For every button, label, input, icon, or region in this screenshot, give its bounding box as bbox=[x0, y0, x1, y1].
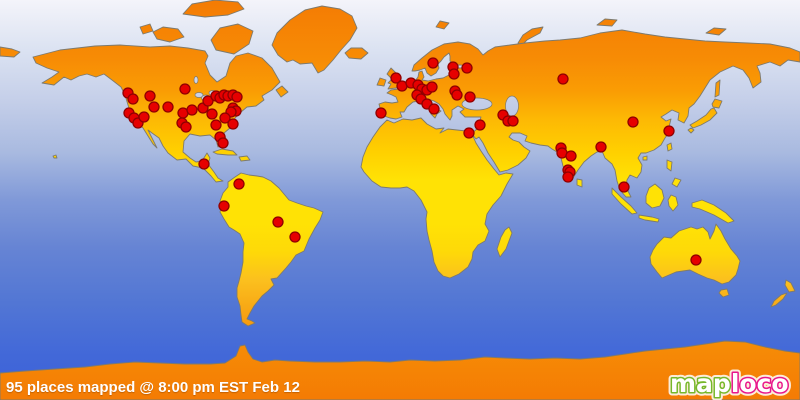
place-marker bbox=[463, 127, 475, 139]
landmass-new-siberian-islands bbox=[705, 27, 727, 36]
landmass-victoria-island bbox=[152, 26, 185, 43]
landmass-tasmania bbox=[718, 288, 730, 298]
landmass-svalbard bbox=[435, 20, 450, 30]
place-marker bbox=[179, 83, 191, 95]
landmass-kyushu bbox=[687, 127, 695, 134]
place-marker bbox=[217, 137, 229, 149]
landmass-australia bbox=[649, 223, 741, 285]
place-marker bbox=[562, 171, 574, 183]
landmass-antarctica bbox=[0, 340, 800, 400]
place-marker bbox=[219, 112, 231, 124]
landmass-cuba bbox=[212, 148, 238, 156]
landmass-sumatra bbox=[611, 187, 638, 215]
place-marker bbox=[289, 231, 301, 243]
landmass-newfoundland bbox=[275, 85, 289, 98]
landmass-south-america bbox=[219, 172, 324, 327]
landmass-madagascar bbox=[496, 226, 513, 258]
place-marker bbox=[218, 200, 230, 212]
place-marker bbox=[451, 89, 463, 101]
place-marker bbox=[231, 91, 243, 103]
maploco-logo[interactable]: maploco maploco bbox=[666, 366, 796, 400]
landmass-luzon bbox=[666, 159, 673, 172]
place-marker bbox=[186, 104, 198, 116]
landmass-banks-island bbox=[139, 23, 154, 35]
place-marker bbox=[144, 90, 156, 102]
place-marker bbox=[375, 107, 387, 119]
landmass-iceland bbox=[344, 47, 369, 60]
place-marker bbox=[206, 108, 218, 120]
status-bar: 95 places mapped @ 8:00 pm EST Feb 12 bbox=[6, 379, 300, 396]
place-marker bbox=[426, 81, 438, 93]
markers-layer bbox=[122, 57, 702, 266]
place-marker bbox=[663, 125, 675, 137]
place-marker bbox=[233, 178, 245, 190]
landmass-sri-lanka bbox=[576, 178, 583, 188]
landmass-new-zealand-south bbox=[770, 292, 788, 308]
place-marker bbox=[507, 115, 519, 127]
place-marker bbox=[227, 118, 239, 130]
place-marker bbox=[127, 93, 139, 105]
place-marker bbox=[464, 91, 476, 103]
place-marker bbox=[557, 73, 569, 85]
place-marker bbox=[148, 101, 160, 113]
logo-part-loco: loco bbox=[731, 369, 789, 398]
place-marker bbox=[428, 103, 440, 115]
place-marker bbox=[627, 116, 639, 128]
landmass-sakhalin bbox=[714, 79, 721, 98]
landmass-java bbox=[638, 214, 660, 223]
landmass-new-guinea bbox=[691, 199, 735, 224]
place-marker bbox=[618, 181, 630, 193]
logo-part-map: map bbox=[670, 369, 731, 398]
place-marker bbox=[272, 216, 284, 228]
maploco-logo-halo: maploco bbox=[670, 369, 789, 398]
landmass-hainan bbox=[642, 155, 648, 161]
place-marker bbox=[210, 119, 222, 131]
maploco-logo-text: maploco bbox=[670, 369, 789, 398]
landmass-chukotka-fragment bbox=[0, 46, 21, 58]
landmass-hispaniola bbox=[238, 155, 251, 162]
landmass-ellesmere bbox=[182, 0, 245, 18]
place-marker bbox=[474, 119, 486, 131]
place-marker bbox=[162, 101, 174, 113]
lake-winnipeg bbox=[193, 76, 199, 84]
landmass-mindanao bbox=[671, 177, 682, 188]
landmass-ireland bbox=[376, 77, 387, 87]
landmass-severnaya-zemlya bbox=[596, 18, 618, 27]
landmass-hokkaido bbox=[711, 98, 723, 109]
landmass-new-zealand-north bbox=[784, 279, 796, 293]
landmass-borneo bbox=[645, 183, 665, 209]
place-marker bbox=[427, 57, 439, 69]
place-marker bbox=[198, 158, 210, 170]
landmass-taiwan bbox=[666, 142, 673, 152]
great-lake-superior bbox=[194, 92, 204, 98]
place-marker bbox=[565, 150, 577, 162]
place-marker bbox=[595, 141, 607, 153]
place-marker bbox=[202, 95, 214, 107]
landmass-honshu bbox=[689, 107, 718, 129]
place-marker bbox=[180, 121, 192, 133]
landmass-sulawesi bbox=[667, 194, 679, 212]
landmass-hawaii bbox=[52, 154, 58, 159]
landmass-greenland bbox=[271, 5, 358, 74]
landmass-north-america bbox=[32, 44, 281, 183]
place-marker bbox=[448, 68, 460, 80]
landmass-baffin-island bbox=[210, 23, 254, 55]
place-marker bbox=[390, 72, 402, 84]
place-marker bbox=[690, 254, 702, 266]
place-marker bbox=[461, 62, 473, 74]
place-marker bbox=[138, 111, 150, 123]
